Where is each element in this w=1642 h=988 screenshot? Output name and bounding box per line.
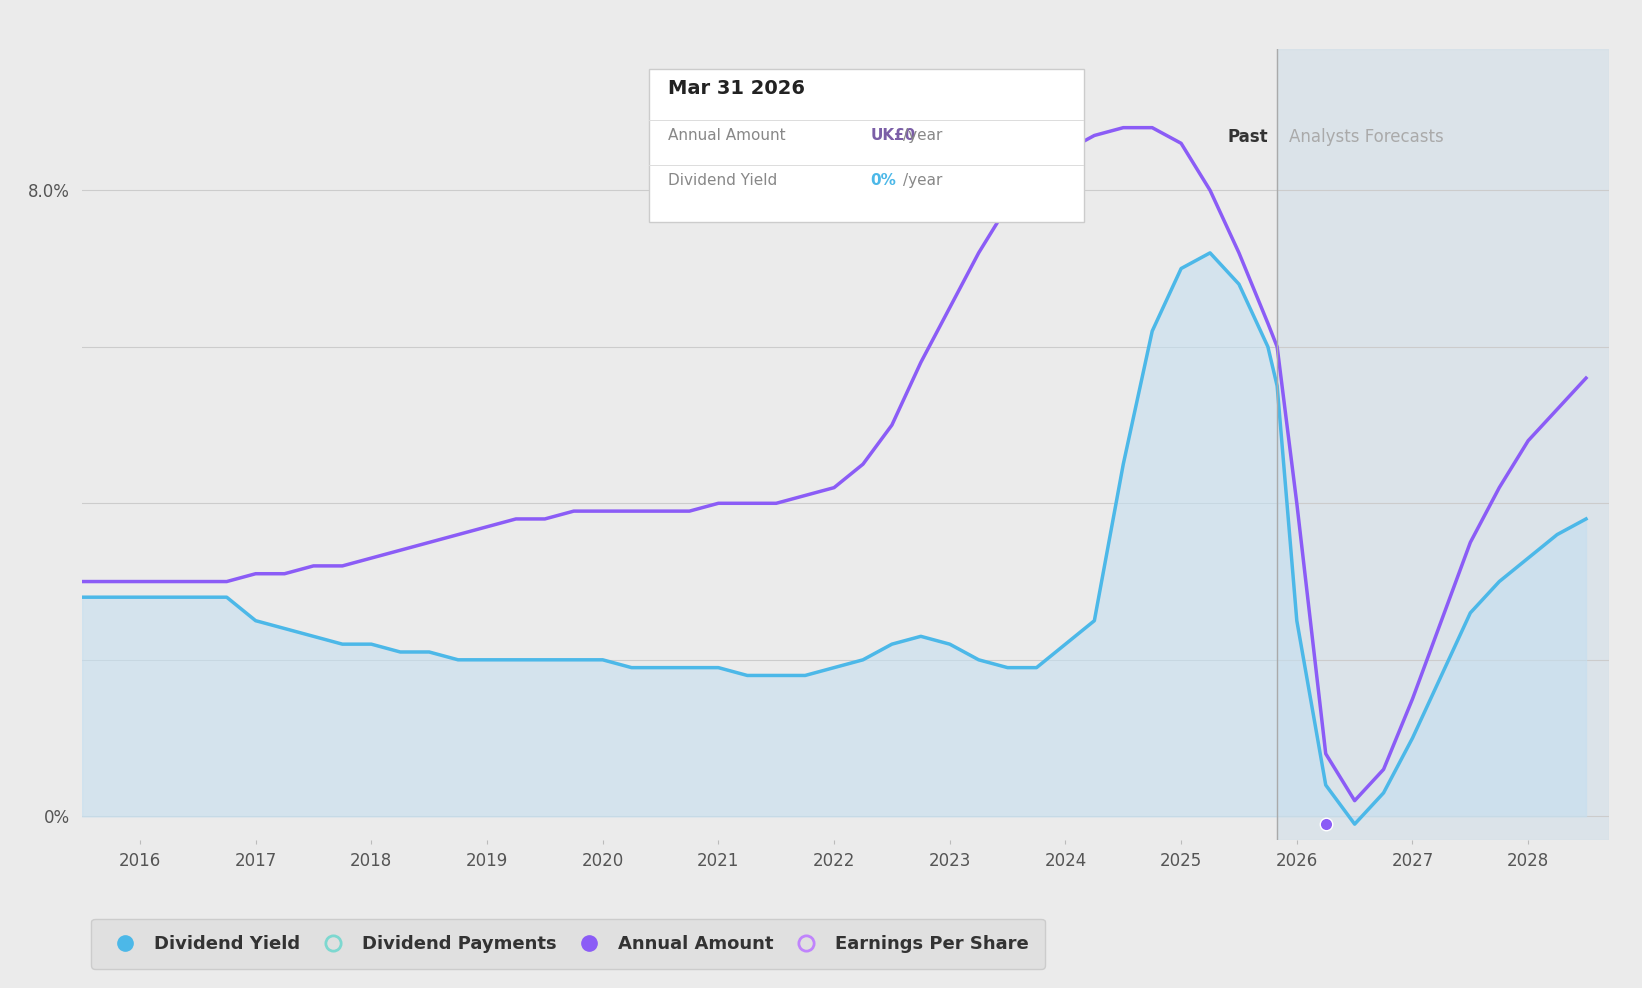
Text: Past: Past (1227, 127, 1268, 145)
Text: Dividend Yield: Dividend Yield (668, 173, 778, 188)
Text: Analysts Forecasts: Analysts Forecasts (1289, 127, 1443, 145)
Bar (1277, 49, 1609, 840)
Text: Annual Amount: Annual Amount (668, 128, 787, 143)
Text: /year: /year (903, 173, 943, 188)
Text: UK£0: UK£0 (870, 128, 916, 143)
Legend: Dividend Yield, Dividend Payments, Annual Amount, Earnings Per Share: Dividend Yield, Dividend Payments, Annua… (90, 919, 1044, 969)
Text: /year: /year (903, 128, 943, 143)
Text: 0%: 0% (870, 173, 897, 188)
Text: Mar 31 2026: Mar 31 2026 (668, 79, 805, 98)
